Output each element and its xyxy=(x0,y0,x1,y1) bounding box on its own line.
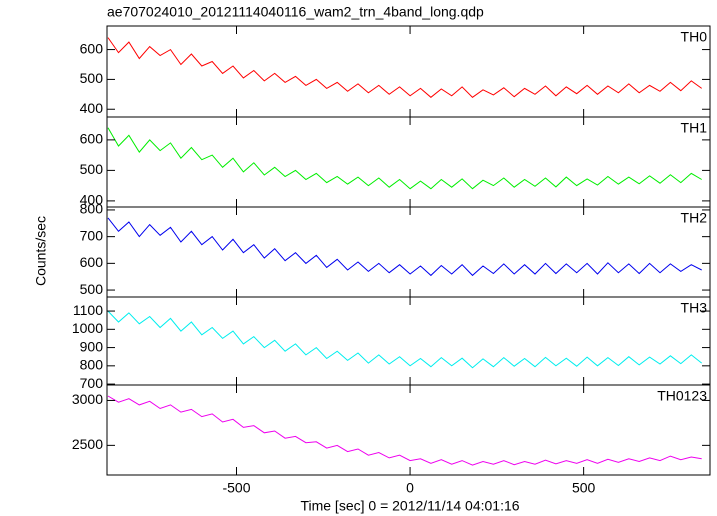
y-tick-label: 1000 xyxy=(72,320,103,336)
chart-title: ae707024010_20121114040116_wam2_trn_4ban… xyxy=(107,4,484,20)
panel-label: TH1 xyxy=(681,120,708,136)
series-line xyxy=(107,310,703,369)
y-tick-label: 800 xyxy=(80,357,104,373)
y-tick-label: 3000 xyxy=(72,391,103,407)
y-tick-label: 600 xyxy=(80,254,104,270)
y-tick-label: 500 xyxy=(80,70,104,86)
y-tick-label: 500 xyxy=(80,281,104,297)
x-tick-label: -500 xyxy=(222,480,250,496)
y-tick-label: 400 xyxy=(80,100,104,116)
y-tick-label: 600 xyxy=(80,40,104,56)
y-tick-label: 500 xyxy=(80,161,104,177)
panel-frame xyxy=(106,206,711,298)
panel-label: TH0123 xyxy=(657,388,707,404)
y-tick-label: 1100 xyxy=(73,302,103,318)
y-tick-label: 2500 xyxy=(72,436,103,452)
y-tick-label: 700 xyxy=(80,375,104,391)
x-tick-label: 0 xyxy=(406,480,414,496)
y-tick-label: 800 xyxy=(80,201,104,217)
panel-frame xyxy=(106,296,711,386)
panel-frame xyxy=(106,384,711,476)
series-line xyxy=(107,395,702,466)
y-axis-label: Counts/sec xyxy=(33,216,49,286)
panel-label: TH0 xyxy=(681,29,708,45)
y-tick-label: 400 xyxy=(80,192,104,208)
panel-label: TH3 xyxy=(681,300,708,316)
panel-frame xyxy=(106,116,711,208)
y-tick-label: 700 xyxy=(80,227,104,243)
series-line xyxy=(107,127,702,190)
series-line xyxy=(107,37,702,98)
y-tick-label: 900 xyxy=(80,338,104,354)
y-tick-label: 600 xyxy=(80,131,104,147)
panel-label: TH2 xyxy=(681,210,708,226)
panel-frame xyxy=(106,25,711,118)
series-line xyxy=(107,217,702,277)
x-axis-label: Time [sec] 0 = 2012/11/14 04:01:16 xyxy=(300,498,519,514)
x-tick-label: 500 xyxy=(572,480,596,496)
